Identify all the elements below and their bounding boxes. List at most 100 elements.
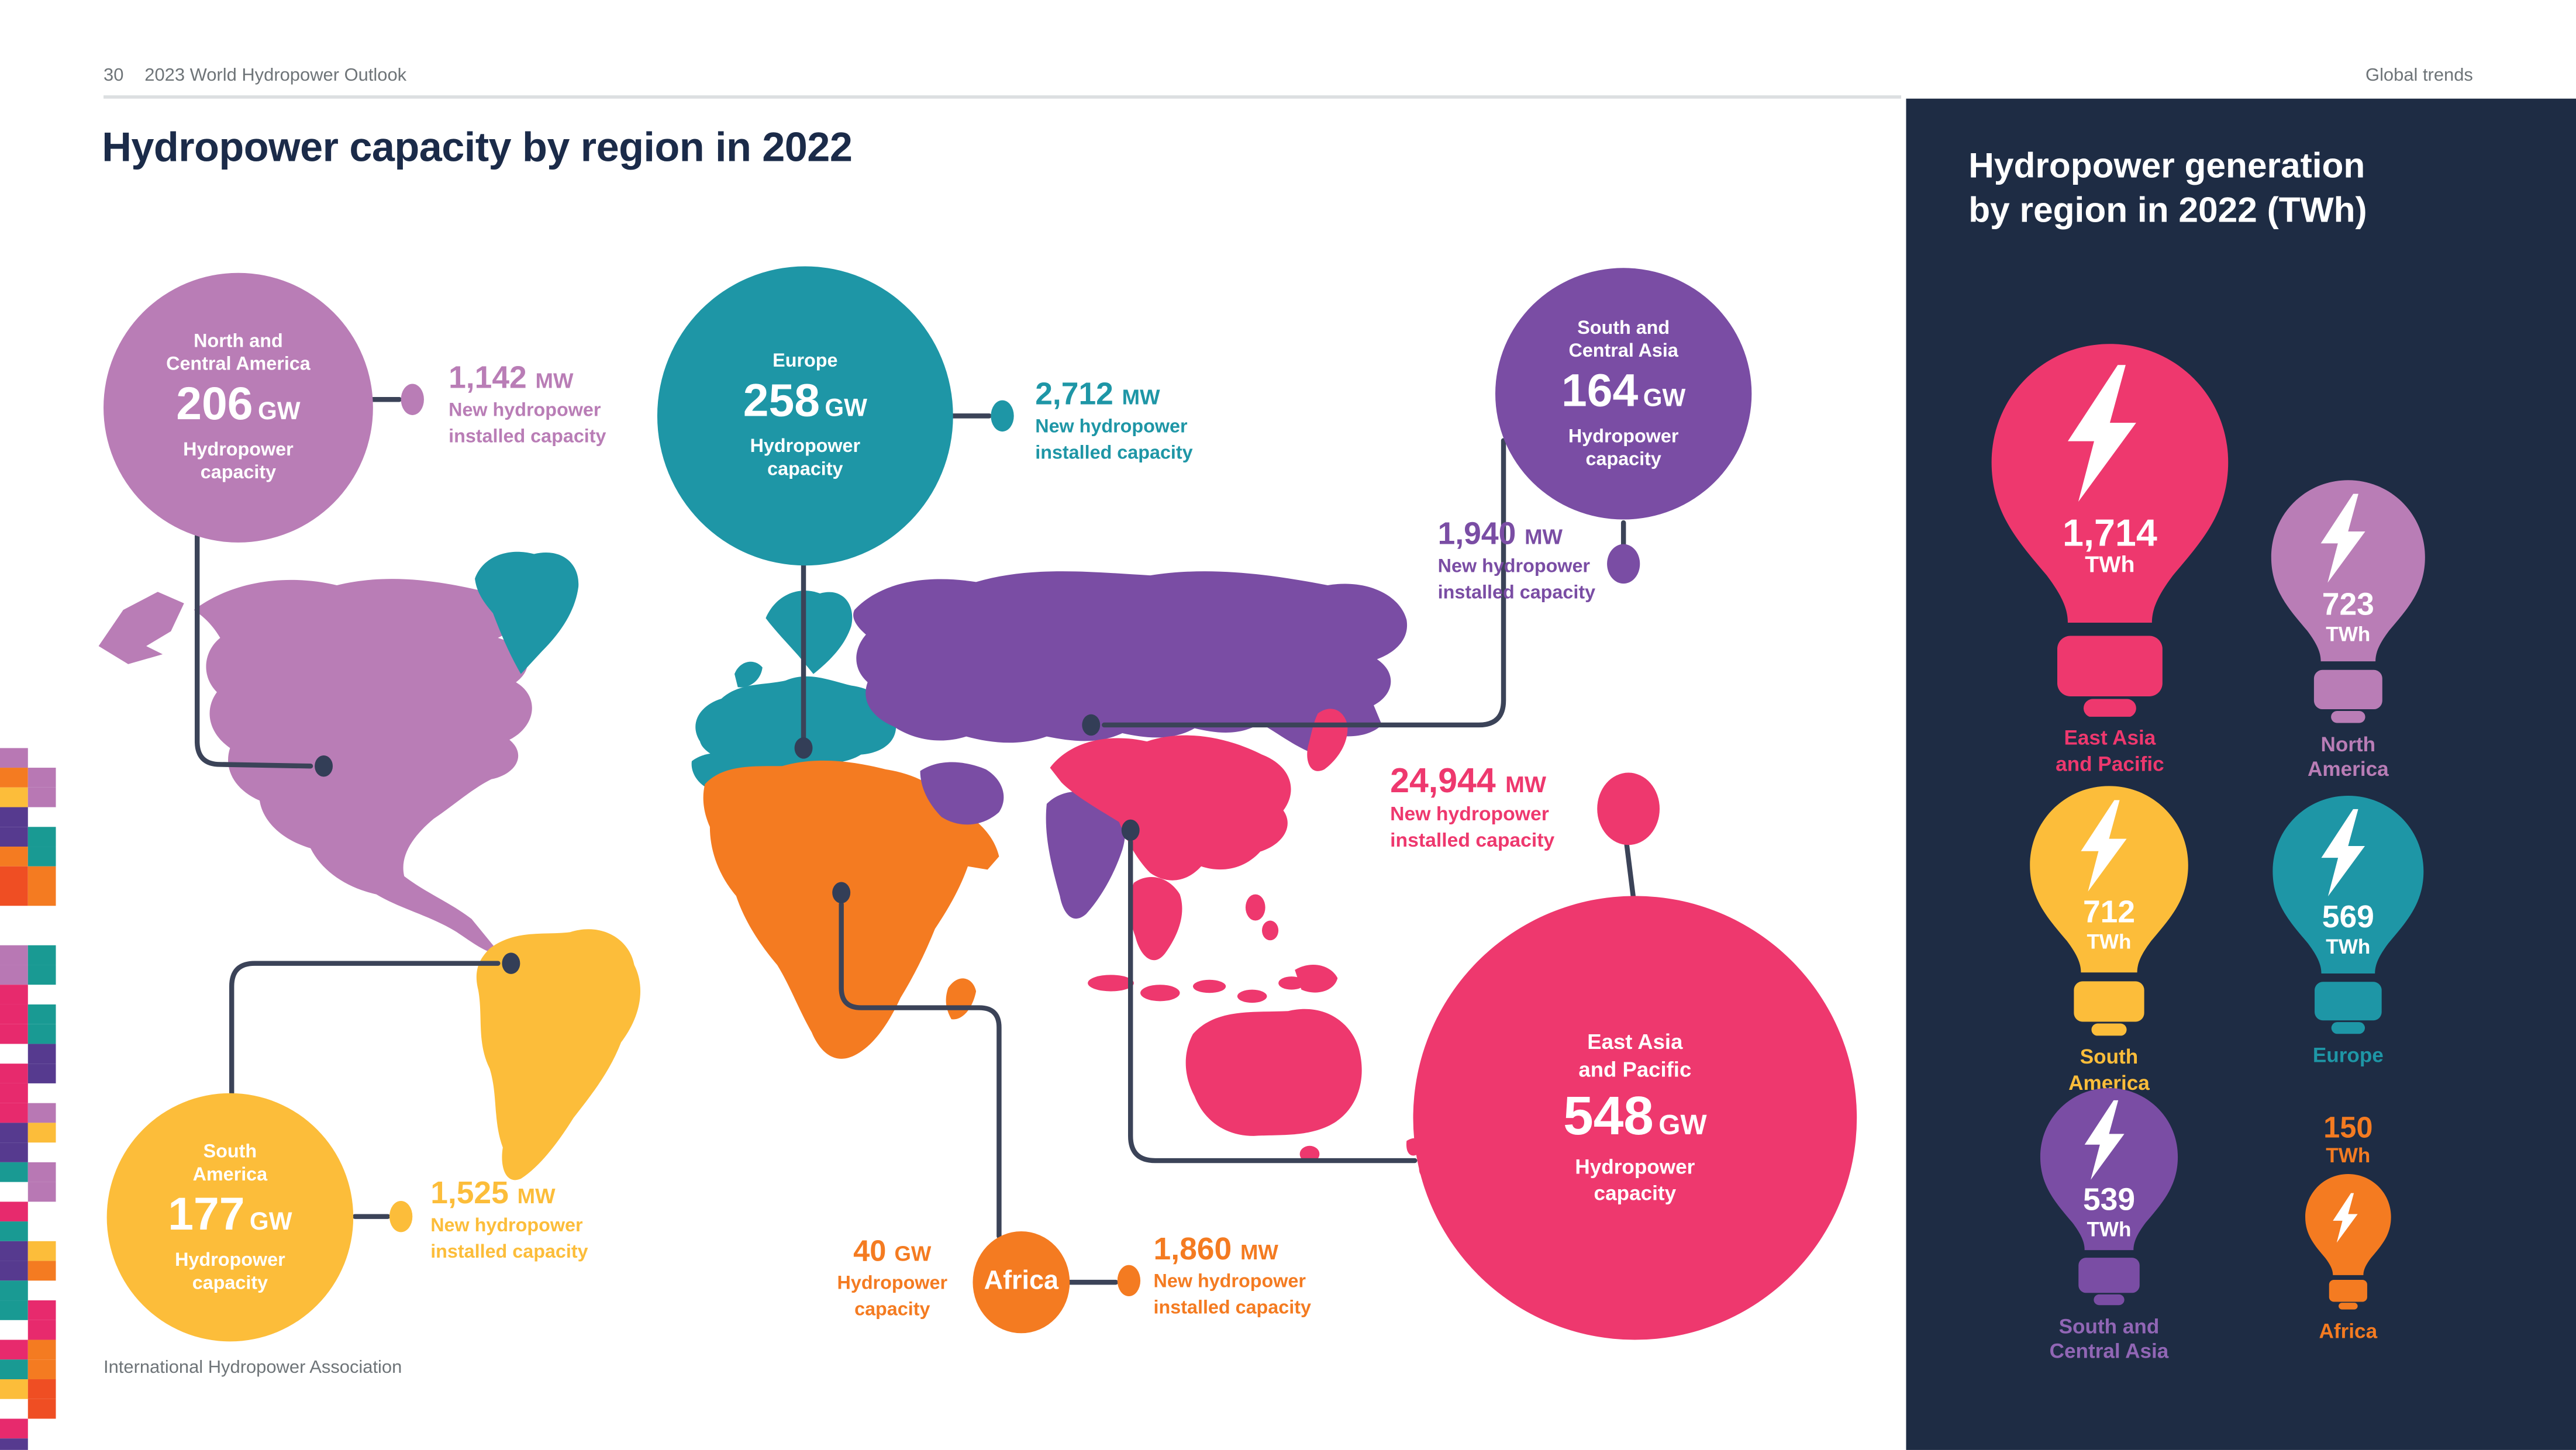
map-dot-north-america [315, 755, 333, 777]
bulb-glass [2271, 480, 2425, 662]
mosaic-tile [0, 1280, 28, 1301]
mosaic-tile [0, 768, 28, 788]
mosaic-tile [0, 787, 28, 807]
side-dot-east-asia [1597, 772, 1660, 845]
source-label: International Hydropower Association [104, 1358, 402, 1378]
lightning-bolt-icon [2333, 1193, 2358, 1243]
mosaic-tile [0, 1162, 28, 1182]
mosaic-tile [27, 787, 56, 807]
region-name: East Asia [1587, 1029, 1683, 1054]
mosaic-tile [27, 1103, 56, 1123]
mosaic-tile [27, 827, 56, 847]
side-dot-africa [1117, 1265, 1141, 1297]
generation-value: 712 TWh [2082, 896, 2136, 954]
region-name: Central Asia [1568, 341, 1678, 361]
region-name: South [203, 1141, 257, 1162]
connector-africa [839, 902, 1002, 1239]
annotation-east-asia-pacific: 24,944 MW New hydropower installed capac… [1390, 762, 1555, 851]
mosaic-tile [0, 1339, 28, 1360]
page-title: Hydropower capacity by region in 2022 [102, 125, 853, 171]
region-circle-africa: Africa [973, 1231, 1070, 1334]
bulb-north-america: 723 TWh North America [2263, 477, 2433, 783]
map-europe-greenland [475, 551, 896, 791]
mosaic-tile [0, 1438, 28, 1450]
mosaic-tile [0, 1004, 28, 1024]
mosaic-tile [27, 1123, 56, 1143]
bulb-nub [2083, 699, 2136, 717]
mosaic-tile [0, 807, 28, 827]
bulb-nub [2339, 1303, 2358, 1310]
bulb-base [2078, 1258, 2140, 1293]
bulb-glass [1991, 344, 2229, 623]
annotation-south-america: 1,525 MW New hydropower installed capaci… [430, 1177, 588, 1262]
mosaic-tile [0, 1261, 28, 1281]
bulb-base [2315, 982, 2382, 1021]
connector-north-america [194, 533, 313, 769]
mosaic-tile [27, 1182, 56, 1202]
bulb-south-central-asia: 539 TWh South and Central Asia [2033, 1085, 2185, 1366]
map-dot-africa [832, 882, 851, 904]
bulb-label: Africa [2319, 1319, 2378, 1342]
bulb-nub [2331, 710, 2365, 723]
bulb-africa: 150 TWh Africa [2301, 1111, 2396, 1345]
mosaic-tile [27, 1064, 56, 1083]
mosaic-decoration [0, 748, 56, 1450]
connector-south-america [229, 961, 501, 1096]
side-dot-south-central-asia [1607, 544, 1640, 584]
map-dot-europe [794, 737, 813, 759]
mosaic-tile [0, 1024, 28, 1044]
mosaic-tile [27, 847, 56, 866]
mosaic-tile [0, 1300, 28, 1320]
bulb-label: East Asia and Pacific [2056, 727, 2164, 776]
connector-china [1127, 839, 1418, 1164]
bulb-east-asia-pacific: 1,714 TWh East Asia and Pacific [1978, 339, 2242, 778]
mosaic-tile [27, 768, 56, 788]
region-name: Africa [984, 1267, 1059, 1296]
annotation-africa-new-capacity: 1,860 MW New hydropower installed capaci… [1153, 1232, 1311, 1318]
panel-title: Hydropower generation by region in 2022 … [1968, 146, 2367, 230]
bulb-nub [2331, 1022, 2365, 1034]
region-name: Europe [773, 351, 838, 372]
region-capacity: 164 GW [1561, 364, 1686, 415]
region-circle-east-asia-pacific: East Asia and Pacific 548 GW Hydropower c… [1413, 896, 1857, 1340]
mosaic-tile [27, 1044, 56, 1064]
generation-value: 1,714 TWh [2063, 511, 2157, 577]
side-dot-europe [991, 400, 1014, 432]
bulb-glass [2040, 1088, 2178, 1251]
map-dot-russia [1082, 714, 1101, 736]
map-russia-central-asia [853, 571, 1408, 919]
mosaic-tile [27, 1379, 56, 1399]
side-dot-north-america [401, 384, 424, 415]
lightning-bolt-icon [2084, 1100, 2125, 1180]
mosaic-tile [0, 1123, 28, 1143]
annotation-europe: 2,712 MW New hydropower installed capaci… [1035, 378, 1193, 463]
generation-panel: Hydropower generation by region in 2022 … [1906, 98, 2576, 1450]
mosaic-tile [0, 985, 28, 1004]
generation-value: 539 TWh [2082, 1183, 2136, 1241]
mosaic-tile [27, 1241, 56, 1261]
mosaic-tile [27, 1339, 56, 1360]
mosaic-tile [0, 965, 28, 985]
region-capacity: 548 GW [1563, 1085, 1707, 1146]
lightning-bolt-icon [2321, 809, 2365, 897]
generation-value: 569 TWh [2322, 900, 2374, 959]
mosaic-tile [0, 847, 28, 866]
page-number: 30 [104, 65, 124, 86]
region-name: Central America [166, 355, 311, 375]
region-capacity: 177 GW [168, 1187, 292, 1239]
mosaic-tile [27, 1359, 56, 1380]
mosaic-tile [27, 1004, 56, 1024]
mosaic-tile [27, 1024, 56, 1044]
mosaic-tile [0, 1359, 28, 1380]
generation-value: 150 TWh [2323, 1111, 2373, 1168]
bulb-glass [2272, 795, 2424, 973]
connector-east-asia-dot [1624, 842, 1636, 900]
map-east-asia-pacific [1050, 709, 1436, 1178]
region-circle-south-central-asia: South and Central Asia 164 GW Hydropower … [1495, 268, 1752, 520]
annotation-africa-capacity: 40 GW Hydropower capacity [837, 1234, 948, 1320]
region-name: America [192, 1165, 268, 1185]
mosaic-tile [0, 1064, 28, 1083]
mosaic-tile [27, 1261, 56, 1281]
